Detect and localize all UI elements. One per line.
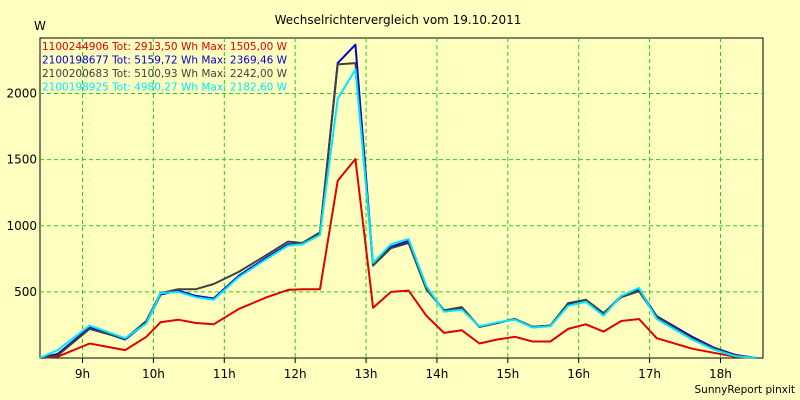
legend-entry-1100244906: 1100244906 Tot: 2913,50 Wh Max: 1505,00 … [42,41,288,53]
x-tick-label: 12h [284,367,307,381]
x-tick-label: 17h [638,367,661,381]
series-line-1100244906 [39,158,756,359]
x-tick-label: 10h [142,367,165,381]
legend: 1100244906 Tot: 2913,50 Wh Max: 1505,00 … [42,41,288,94]
x-tick-label: 16h [567,367,590,381]
y-tick-label: 1500 [6,153,37,167]
series-line-2100200683 [39,62,757,359]
x-tick-label: 13h [355,367,378,381]
x-tick-label: 15h [496,367,519,381]
y-axis-unit-label: W [34,19,46,33]
series-line-2100198925 [39,68,756,359]
x-tick-label: 11h [213,367,236,381]
x-tick-label: 18h [709,367,732,381]
x-tick-label: 14h [426,367,449,381]
axis-ticks: 9h 10h 11h 12h 13h 14h 15h 16h 17h 18h 500 1000 1500… [6,87,731,381]
series-lines [39,43,757,359]
y-tick-label: 1000 [6,219,37,233]
footer-credit: SunnyReport pinxit [695,384,795,396]
legend-entry-2100198925: 2100198925 Tot: 4980,27 Wh Max: 2182,60 … [42,82,288,94]
chart-title: Wechselrichtervergleich vom 19.10.2011 [275,13,522,27]
x-tick-label: 9h [75,367,90,381]
plot-area [39,37,764,359]
y-tick-label: 2000 [6,87,37,101]
legend-entry-2100200683: 2100200683 Tot: 5100,93 Wh Max: 2242,00 … [42,68,288,80]
y-tick-label: 500 [14,285,37,299]
legend-entry-2100198677: 2100198677 Tot: 5159,72 Wh Max: 2369,46 … [42,55,288,67]
